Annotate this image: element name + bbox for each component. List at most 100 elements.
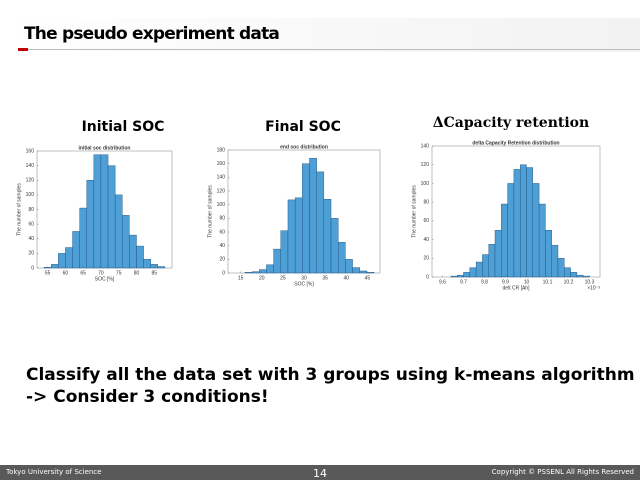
y-tick-label: 20 <box>28 251 34 257</box>
y-axis-label: The number of samples <box>16 183 22 236</box>
histogram-bar <box>507 183 515 278</box>
histogram-bar <box>107 165 116 269</box>
y-tick-label: 100 <box>421 181 430 187</box>
histogram-bar <box>309 157 317 274</box>
x-axis-label: SOC [%] <box>95 276 115 282</box>
histogram-bar <box>251 271 260 274</box>
x-tick-label: 25 <box>280 275 286 281</box>
y-tick-label: 160 <box>217 161 226 167</box>
y-tick-label: 120 <box>217 188 226 194</box>
histogram-bar <box>259 269 267 274</box>
histogram-bar <box>450 275 458 278</box>
x-tick-label: 40 <box>343 275 349 281</box>
histogram-bar <box>488 244 496 278</box>
chart-heading: Final SOC <box>265 119 341 135</box>
histogram-bar <box>557 258 565 278</box>
histogram-bar <box>475 261 483 278</box>
y-tick-label: 40 <box>28 236 34 242</box>
y-tick-label: 100 <box>26 192 35 198</box>
footer-right: Copyright © PSSENL All Rights Reserved <box>492 468 634 476</box>
header-accent <box>18 48 28 51</box>
x-tick-label: 45 <box>365 275 371 281</box>
y-tick-label: 0 <box>31 265 34 271</box>
histogram-bar <box>65 247 73 269</box>
y-tick-label: 60 <box>28 221 34 227</box>
histogram-bar <box>266 264 274 274</box>
y-tick-label: 140 <box>26 163 35 169</box>
histogram-bar <box>538 203 546 278</box>
histogram-bar <box>244 272 253 274</box>
histogram-bar <box>576 274 584 278</box>
x-tick-label: 10.2 <box>564 279 574 285</box>
y-tick-label: 60 <box>219 229 225 235</box>
header-band <box>0 18 640 52</box>
histogram-bar <box>58 253 66 269</box>
x-tick-label: 55 <box>45 270 51 276</box>
slide-title: The pseudo experiment data <box>24 24 279 44</box>
histogram-bar <box>513 169 521 278</box>
y-tick-label: 0 <box>426 274 429 280</box>
histogram-bar <box>463 272 471 278</box>
chart-title: initial soc distribution <box>79 145 131 151</box>
histogram-bar <box>457 274 464 278</box>
x-tick-label: 60 <box>63 270 69 276</box>
histogram-bar <box>551 244 559 278</box>
y-tick-label: 40 <box>219 243 225 249</box>
histogram-bar <box>583 275 590 278</box>
y-axis-label: The number of samples <box>207 185 213 238</box>
histogram-bar <box>287 199 296 274</box>
x-tick-label: 85 <box>151 270 157 276</box>
histogram-bar <box>122 215 130 269</box>
y-tick-label: 20 <box>219 257 225 263</box>
x-tick-label: 9.6 <box>439 279 446 285</box>
body-line: Classify all the data set with 3 groups … <box>26 365 635 385</box>
x-tick-label: 20 <box>259 275 265 281</box>
histogram-bar <box>86 180 95 269</box>
x-tick-label: 9.7 <box>460 279 467 285</box>
y-tick-label: 0 <box>222 270 225 276</box>
histogram-bar <box>482 254 489 278</box>
x-tick-label: 70 <box>98 270 104 276</box>
histogram-bar <box>532 183 540 278</box>
histogram-bar <box>494 230 502 278</box>
histogram-bar <box>280 230 289 274</box>
y-tick-label: 140 <box>421 143 430 149</box>
histogram-bar <box>79 207 87 269</box>
x-tick-label: 80 <box>134 270 140 276</box>
histogram-bar <box>93 154 102 269</box>
x-tick-label: 9.9 <box>502 279 509 285</box>
histogram-bar <box>129 234 137 269</box>
histogram-bar <box>520 164 527 278</box>
body-line: -> Consider 3 conditions! <box>26 387 269 407</box>
y-tick-label: 80 <box>219 216 225 222</box>
histogram-bar <box>564 267 571 278</box>
y-tick-label: 180 <box>217 147 226 153</box>
y-tick-label: 80 <box>423 199 429 205</box>
histogram-bar <box>294 197 303 274</box>
x-tick-label: 35 <box>322 275 328 281</box>
x-tick-label: 9.8 <box>481 279 488 285</box>
histogram-bar <box>359 270 368 274</box>
y-tick-label: 100 <box>217 202 226 208</box>
y-tick-label: 60 <box>423 218 429 224</box>
chart-heading: ΔCapacity retention <box>433 115 589 131</box>
histogram-bar <box>352 267 360 274</box>
x-tick-label: 10 <box>524 279 530 285</box>
histogram-bar <box>100 154 109 269</box>
x-axis-label: SOC [%] <box>294 281 314 287</box>
histogram-bar <box>338 242 346 274</box>
histogram-bar <box>157 266 166 269</box>
y-tick-label: 20 <box>423 256 429 262</box>
histogram-bar <box>114 194 123 269</box>
y-tick-label: 120 <box>421 162 430 168</box>
y-axis-label: The number of samples <box>411 185 417 238</box>
histogram-bar <box>501 203 508 278</box>
y-tick-label: 80 <box>28 207 34 213</box>
y-tick-label: 140 <box>217 175 226 181</box>
histogram-bar <box>330 218 339 274</box>
histogram-bar <box>526 167 533 278</box>
x-tick-label: 10.3 <box>585 279 595 285</box>
histogram-bar <box>143 259 151 269</box>
